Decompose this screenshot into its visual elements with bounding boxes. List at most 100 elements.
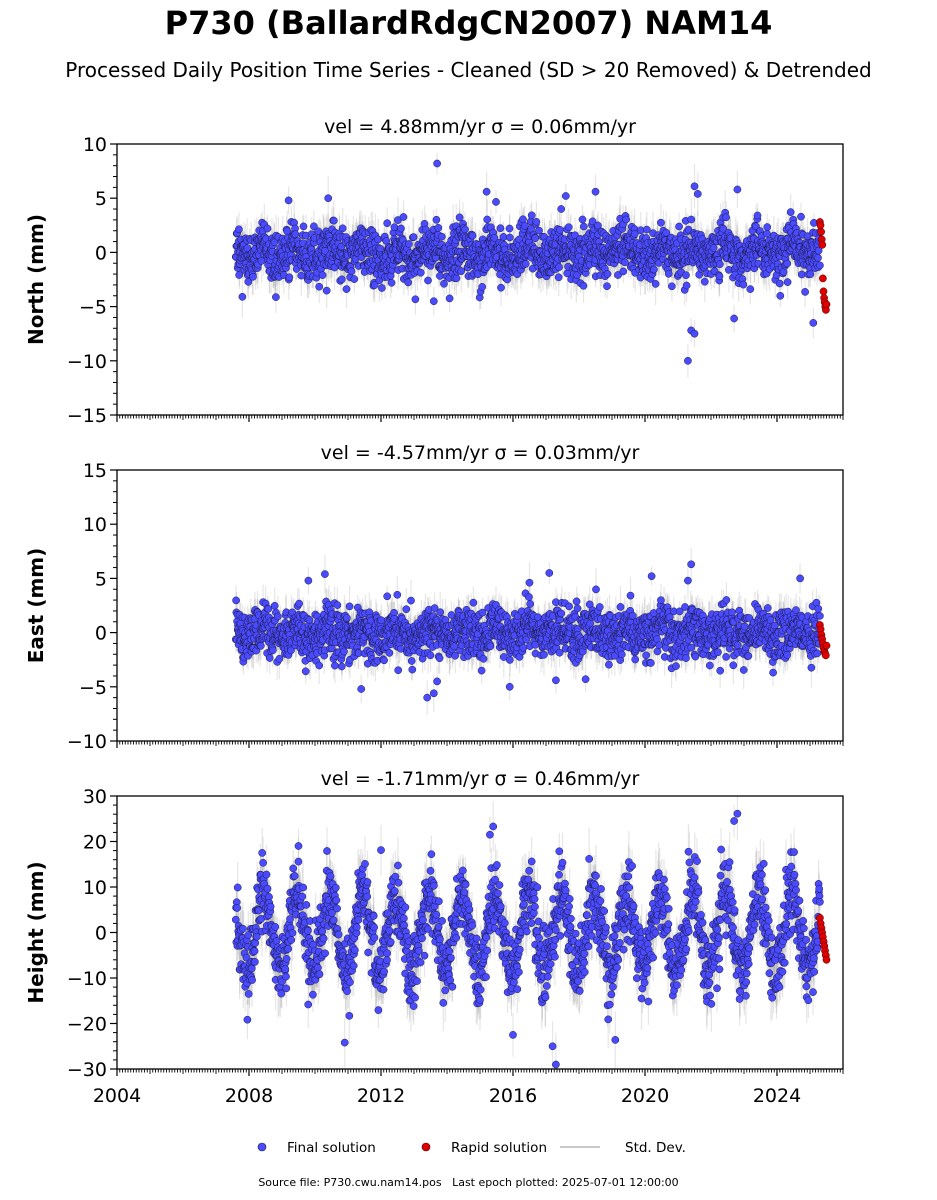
final-point	[690, 329, 699, 338]
final-point	[763, 229, 771, 238]
final-point	[564, 223, 573, 232]
final-point	[322, 286, 331, 295]
final-point	[235, 271, 244, 279]
final-point	[682, 271, 690, 280]
final-point	[383, 219, 392, 228]
y-tick-label: −15	[67, 405, 107, 427]
final-point	[243, 244, 252, 252]
final-point	[347, 267, 356, 276]
chart-title: P730 (BallardRdgCN2007) NAM14	[164, 4, 773, 42]
final-point	[806, 270, 815, 279]
final-point	[521, 259, 530, 268]
final-point	[535, 226, 543, 235]
final-point	[801, 288, 809, 296]
final-point	[337, 275, 346, 284]
chart-subtitle: Processed Daily Position Time Series - C…	[65, 58, 872, 82]
final-point	[561, 192, 570, 200]
final-point	[578, 215, 587, 224]
final-point	[527, 211, 536, 220]
final-point	[614, 271, 622, 279]
final-point	[591, 187, 600, 196]
final-point	[440, 279, 448, 288]
final-point	[746, 285, 755, 293]
final-point	[662, 228, 671, 237]
final-point	[387, 278, 396, 287]
final-point	[409, 233, 418, 241]
final-point	[690, 182, 699, 191]
final-point	[272, 293, 280, 301]
final-point	[315, 282, 324, 291]
final-point	[370, 281, 379, 289]
final-point	[809, 319, 818, 327]
final-point	[532, 217, 541, 226]
final-point	[797, 270, 806, 279]
final-point	[342, 285, 351, 293]
final-point	[263, 224, 272, 233]
final-point	[733, 185, 742, 194]
final-point	[249, 272, 257, 281]
final-point	[814, 253, 822, 262]
final-point	[238, 292, 247, 301]
final-point	[318, 271, 327, 279]
final-point	[324, 194, 333, 203]
final-point	[555, 263, 563, 272]
y-tick-label: 5	[95, 188, 107, 210]
final-point	[579, 222, 588, 231]
final-point	[664, 269, 673, 278]
final-point	[285, 273, 294, 282]
final-point	[244, 277, 253, 286]
y-tick-label: −10	[67, 351, 107, 373]
final-point	[429, 297, 438, 306]
final-point	[722, 213, 730, 222]
final-point	[235, 225, 243, 234]
final-point	[619, 267, 628, 276]
final-point	[783, 259, 792, 268]
final-point	[432, 215, 441, 224]
final-point	[461, 225, 469, 234]
final-point	[650, 265, 658, 274]
final-point	[399, 213, 408, 221]
final-point	[468, 231, 477, 240]
final-point	[519, 215, 527, 224]
panel-title: vel = -4.57mm/yr σ = 0.03mm/yr	[321, 442, 640, 464]
final-point	[520, 221, 529, 230]
rapid-point	[819, 287, 828, 296]
final-point	[739, 280, 748, 289]
final-point	[642, 225, 651, 234]
rapid-point	[817, 227, 825, 236]
final-point	[814, 246, 823, 255]
final-point	[763, 223, 772, 231]
final-point	[416, 268, 425, 277]
final-point	[483, 215, 492, 224]
y-tick-label: 10	[83, 134, 107, 156]
y-tick-label: −5	[79, 297, 107, 319]
final-point	[455, 213, 464, 222]
final-point	[730, 314, 738, 323]
final-point	[786, 208, 795, 216]
y-axis-label: East (mm)	[24, 548, 48, 664]
final-point	[376, 244, 385, 253]
final-point	[496, 224, 505, 233]
final-point	[445, 294, 454, 303]
final-point	[478, 283, 487, 291]
final-point	[556, 226, 564, 234]
final-point	[622, 215, 630, 224]
final-point	[436, 272, 444, 280]
final-point	[715, 260, 724, 269]
final-point	[434, 223, 443, 232]
final-point	[452, 274, 461, 283]
final-point	[651, 280, 660, 288]
final-point	[657, 218, 665, 227]
final-solution-points	[231, 159, 824, 365]
final-point	[776, 291, 785, 300]
final-point	[405, 240, 413, 248]
final-point	[594, 221, 602, 230]
final-point	[753, 211, 762, 220]
final-point	[693, 190, 702, 198]
final-point	[310, 222, 318, 231]
rapid-point	[816, 221, 825, 230]
final-point	[350, 275, 359, 283]
y-tick-label: 0	[95, 242, 107, 264]
